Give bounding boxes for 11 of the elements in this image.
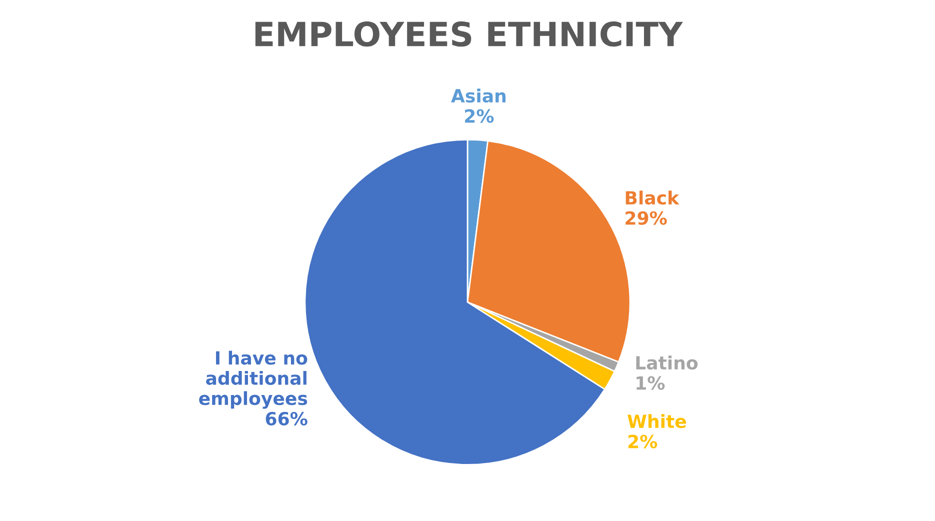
data-label: 29% [626,211,667,225]
data-label: 66% [266,412,308,426]
slice-label: I have no additional employees [199,350,308,409]
data-label: 2% [465,109,494,123]
slice-label: Black [626,190,680,205]
slice-label: White [628,414,686,428]
data-label: 2% [628,434,658,448]
chart-title: EMPLOYEES ETHNICITY [255,21,683,47]
slice-label: Asian [451,88,506,103]
data-label: 1% [636,376,665,390]
slice-label: Latino [636,356,698,370]
